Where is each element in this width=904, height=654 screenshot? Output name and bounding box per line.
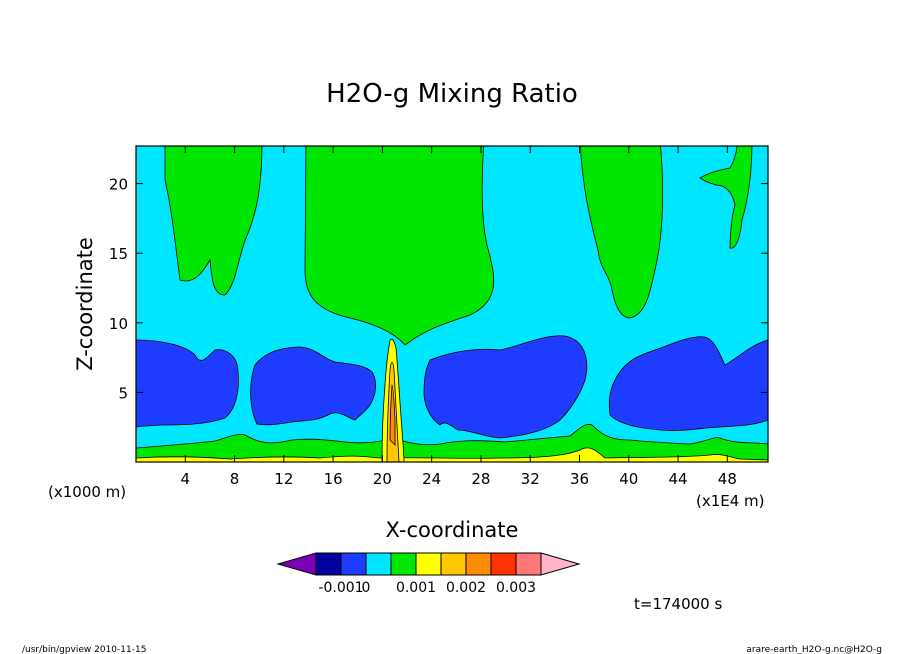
colorbar-segment (315, 552, 342, 576)
contour-plume-1 (164, 146, 263, 296)
colorbar-segment (390, 552, 417, 576)
x-axis-label: X-coordinate (386, 518, 519, 542)
colorbar-segment (365, 552, 392, 576)
colorbar-tick-label: 0.001 (396, 580, 436, 596)
x-ticks: 4 8 12 16 20 24 28 32 36 40 44 48 (181, 146, 737, 488)
contour-plume-3 (579, 146, 664, 319)
colorbar-segment (440, 552, 467, 576)
colorbar-segment (515, 552, 542, 576)
contour-plume-4 (699, 146, 753, 249)
x-tick-label: 36 (570, 470, 589, 488)
colorbar-tick-label: 0.002 (446, 580, 486, 596)
time-annotation: t=174000 s (634, 595, 722, 613)
x-tick-label: 48 (718, 470, 737, 488)
x-tick-label: 44 (669, 470, 688, 488)
colorbar-segment (465, 552, 492, 576)
colorbar-tick-label: 0.003 (496, 580, 536, 596)
contour-dry-3 (423, 335, 588, 439)
footer-right: arare-earth_H2O-g.nc@H2O-g (746, 645, 882, 654)
x-tick-label: 8 (230, 470, 240, 488)
plot-area (136, 146, 768, 462)
colorbar-segment (415, 552, 442, 576)
x-tick-label: 12 (274, 470, 293, 488)
colorbar-tick-label: -0.001 (318, 580, 363, 596)
colorbar-extend-low (276, 552, 317, 576)
contour-near-surface (136, 447, 768, 462)
contour-core-center (389, 384, 396, 446)
x-tick-label: 4 (181, 470, 191, 488)
plot-frame (135, 145, 769, 463)
chart-title: H2O-g Mixing Ratio (326, 79, 578, 109)
y-tick-label: 15 (109, 245, 128, 263)
colorbar-tick-label: 0 (362, 580, 371, 596)
contour-dry-2 (250, 346, 376, 426)
y-axis-label: Z-coordinate (73, 237, 97, 371)
y-tick-label: 20 (109, 176, 128, 194)
footer-left: /usr/bin/gpview 2010-11-15 (22, 645, 146, 654)
contour-dry-4 (608, 336, 768, 431)
x-unit-left: (x1000 m) (48, 483, 126, 501)
x-tick-label: 24 (422, 470, 441, 488)
y-tick-label: 5 (118, 384, 128, 402)
contour-dry-1 (136, 339, 239, 428)
colorbar-segment (340, 552, 367, 576)
x-unit-right: (x1E4 m) (696, 492, 765, 510)
x-tick-label: 16 (324, 470, 343, 488)
x-tick-label: 20 (373, 470, 392, 488)
contour-surface-layer (136, 423, 768, 462)
y-tick-label: 10 (109, 315, 128, 333)
colorbar-extend-high (540, 552, 581, 576)
y-ticks: 5 10 15 20 (109, 176, 768, 402)
x-tick-label: 32 (521, 470, 540, 488)
x-tick-label: 28 (471, 470, 490, 488)
x-tick-label: 40 (619, 470, 638, 488)
contour-plume-2 (304, 146, 495, 346)
colorbar-segment (490, 552, 517, 576)
